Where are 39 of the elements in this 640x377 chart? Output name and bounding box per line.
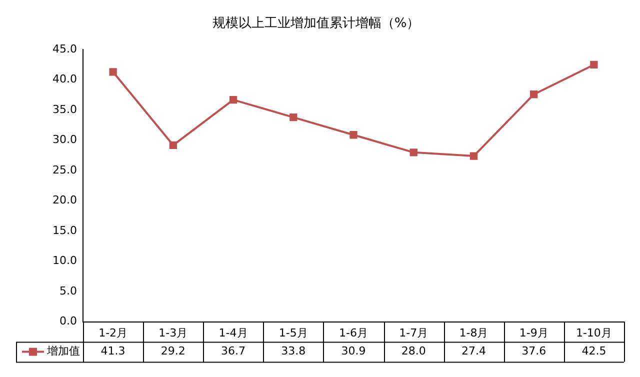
data-label: 28.0 <box>401 344 426 358</box>
x-tick-label: 1-9月 <box>519 326 548 340</box>
x-tick-label: 1-6月 <box>339 326 368 340</box>
data-label: 37.6 <box>522 344 546 358</box>
point <box>169 141 177 149</box>
y-tick-label: 45.0 <box>52 42 77 56</box>
point <box>410 148 418 156</box>
point <box>470 152 478 160</box>
point <box>350 131 358 139</box>
x-tick-label: 1-4月 <box>218 326 248 340</box>
x-tick-label: 1-10月 <box>576 326 612 340</box>
point <box>590 60 598 69</box>
point <box>229 96 238 104</box>
legend-label: 增加值 <box>46 344 80 358</box>
y-tick-label: 0.0 <box>60 314 77 328</box>
data-label: 29.2 <box>160 344 186 358</box>
y-tick-label: 30.0 <box>52 133 77 146</box>
point <box>290 114 298 122</box>
y-tick-label: 25.0 <box>52 163 77 176</box>
data-label: 42.5 <box>582 344 606 358</box>
x-tick-label: 1-2月 <box>98 326 128 340</box>
y-tick-label: 5.0 <box>60 284 77 298</box>
data-label: 30.9 <box>341 344 366 358</box>
data-label: 41.3 <box>100 344 126 358</box>
data-label: 27.4 <box>461 344 486 358</box>
y-tick-label: 10.0 <box>52 254 77 268</box>
y-tick-label: 20.0 <box>52 194 77 207</box>
data-label: 36.7 <box>221 344 246 358</box>
y-tick-label: 15.0 <box>52 224 77 237</box>
data-label: 33.8 <box>281 344 306 358</box>
y-tick-label: 40.0 <box>52 72 77 86</box>
point <box>109 68 117 76</box>
x-tick-label: 1-8月 <box>459 326 488 340</box>
point <box>530 90 538 98</box>
x-tick-label: 1-5月 <box>278 326 308 340</box>
chart-title: 规模以上工业增加值累计增幅（%） <box>212 16 420 32</box>
x-tick-label: 1-3月 <box>158 326 188 340</box>
x-tick-label: 1-7月 <box>399 326 428 340</box>
y-tick-label: 35.0 <box>52 102 77 116</box>
